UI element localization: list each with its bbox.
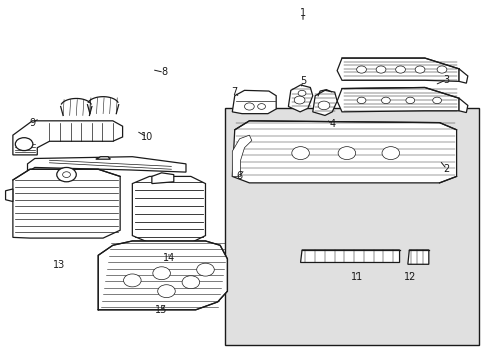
Circle shape: [436, 66, 446, 73]
Circle shape: [62, 172, 70, 177]
Circle shape: [196, 263, 214, 276]
Polygon shape: [458, 69, 467, 83]
Text: 9: 9: [29, 118, 35, 128]
Circle shape: [414, 66, 424, 73]
Circle shape: [356, 66, 366, 73]
Circle shape: [15, 138, 33, 150]
Text: 15: 15: [155, 305, 167, 315]
Text: 5: 5: [299, 76, 305, 86]
Circle shape: [381, 97, 389, 104]
Circle shape: [395, 66, 405, 73]
Polygon shape: [232, 135, 251, 176]
Bar: [224, 108, 478, 345]
Circle shape: [405, 97, 414, 104]
Circle shape: [298, 90, 305, 96]
Polygon shape: [98, 241, 227, 310]
Polygon shape: [232, 121, 456, 183]
Circle shape: [153, 267, 170, 280]
Polygon shape: [232, 90, 276, 114]
Text: 11: 11: [350, 272, 362, 282]
Circle shape: [381, 147, 399, 159]
Circle shape: [318, 101, 329, 110]
Polygon shape: [312, 90, 336, 116]
Text: 10: 10: [141, 132, 153, 142]
Text: 2: 2: [443, 164, 449, 174]
Text: 8: 8: [161, 67, 167, 77]
Circle shape: [432, 97, 441, 104]
Circle shape: [244, 103, 254, 110]
Text: 4: 4: [328, 120, 335, 129]
Text: 14: 14: [163, 253, 175, 263]
Polygon shape: [5, 189, 13, 202]
Polygon shape: [336, 87, 458, 112]
Circle shape: [257, 104, 265, 109]
Polygon shape: [13, 121, 122, 155]
Circle shape: [294, 96, 305, 104]
Text: 7: 7: [231, 87, 237, 97]
Polygon shape: [407, 250, 428, 264]
Circle shape: [57, 167, 76, 182]
Polygon shape: [13, 169, 120, 238]
Circle shape: [182, 276, 199, 289]
Text: 13: 13: [53, 260, 65, 270]
Circle shape: [337, 147, 355, 159]
Circle shape: [356, 97, 365, 104]
Circle shape: [291, 147, 309, 159]
Polygon shape: [96, 157, 110, 159]
Circle shape: [158, 285, 175, 298]
Polygon shape: [132, 176, 205, 243]
Text: 1: 1: [299, 8, 305, 18]
Text: 3: 3: [443, 75, 449, 85]
Polygon shape: [300, 250, 399, 262]
Polygon shape: [458, 98, 467, 113]
Circle shape: [123, 274, 141, 287]
Polygon shape: [288, 85, 312, 112]
Text: 12: 12: [403, 272, 416, 282]
Polygon shape: [27, 157, 185, 172]
Circle shape: [375, 66, 385, 73]
Text: 6: 6: [236, 171, 242, 181]
Polygon shape: [336, 58, 458, 81]
Polygon shape: [152, 173, 173, 184]
